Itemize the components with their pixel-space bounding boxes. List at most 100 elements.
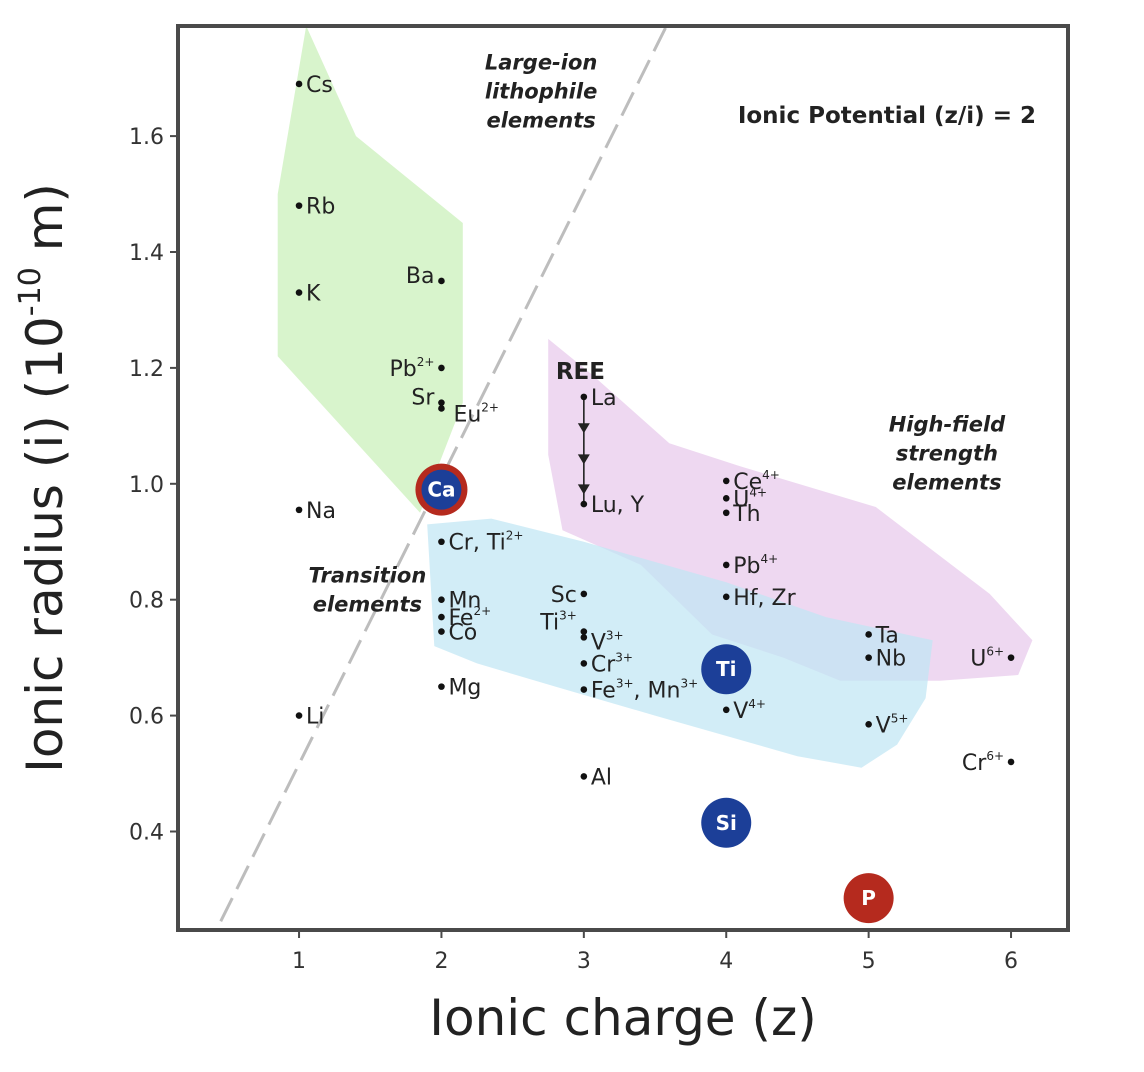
point-label: U6+ [970,645,1004,672]
element-group-regions [277,26,1033,768]
point-label-charge: 4+ [748,697,766,711]
group-label-line: elements [486,108,595,132]
x-tick-label: 5 [862,949,876,974]
ree-arrow-head [577,423,590,434]
data-point [865,631,872,638]
point-label: Li [306,705,324,730]
data-point [1007,654,1015,661]
point-label: Co [448,621,477,646]
data-point [438,538,445,546]
data-point [865,720,872,728]
point-label: Pb2+ [390,355,435,382]
group-label-line: elements [892,471,1001,495]
point-label-charge: 4+ [749,485,767,499]
point-label: Sc [551,583,577,608]
point-label: Cr6+ [962,749,1004,776]
point-label-name: Ta [875,623,899,648]
point-label-name: Ce [733,470,762,495]
region-high-field-strength [548,338,1033,681]
point-label-name: Li [306,705,324,730]
data-point [438,399,445,406]
data-point [580,634,588,641]
y-axis-label-main: Ionic radius (i) (10 [16,316,74,773]
ree-arrow [577,396,590,505]
data-point [1007,758,1015,766]
group-labels: Large-ion lithophile elements High-field str… [308,50,1006,616]
point-label-name: Fe [591,679,616,704]
point-label-name: U [970,647,986,672]
point-label-charge: 2+ [473,604,491,618]
point-label-charge: 4+ [762,468,780,482]
group-label-line: lithophile [485,79,597,103]
highlight-label: Ti [716,657,737,681]
data-point [295,80,303,88]
point-label: Na [306,499,336,524]
point-label-name: Lu, Y [591,493,645,518]
point-label-charge: 5+ [891,711,909,725]
data-point [295,506,303,514]
y-tick-label: 1.4 [129,241,164,266]
group-label-line: elements [313,592,422,616]
point-label: Cs [306,73,333,98]
data-point [580,686,588,693]
axis-ticks: 1 2 3 4 5 6 0.4 0.6 0.8 1.0 1.2 1.4 1.6 [129,125,1018,974]
group-label-line: High-field [889,413,1006,437]
point-label: Pb4+ [733,552,778,579]
highlight-circle [843,873,894,924]
point-label: Lu, Y [591,493,645,518]
highlighted-ions: Ca Ti Si P [415,463,894,924]
data-point [722,561,730,569]
data-point [295,289,303,296]
data-point [438,613,445,621]
data-point [438,628,445,635]
group-label: Large-ion lithophile elements [485,50,597,132]
point-label: U4+ [733,485,767,512]
point-label-charge: 3+ [615,650,633,664]
highlight-circle [701,797,752,848]
point-label-charge: 2+ [481,400,499,414]
point-label-name: Rb [306,195,335,220]
point-label-name: Ba [406,264,435,289]
point-label: K [306,282,321,307]
group-label-line: strength [896,442,998,466]
highlight-label: Ca [427,478,455,502]
data-point [580,773,588,780]
region-transition [427,518,933,768]
point-label-charge: 6+ [986,645,1004,659]
point-label: Ba [406,264,435,289]
data-point [580,393,588,401]
point-label-charge: 3+ [606,628,624,642]
point-label-name: Cr [962,751,987,776]
group-label: Transition elements [308,563,426,616]
ionic-potential-annotation: Ionic Potential (z/i) = 2 [738,103,1036,129]
point-label-charge: 3+ [616,677,634,691]
point-label: Cr3+ [591,650,633,677]
point-label-name: Hf, Zr [733,586,796,611]
point-label: Ce4+ [733,468,780,495]
point-label: Ti3+ [539,609,577,636]
y-axis-label: Ionic radius (i) (10-10 m) [13,183,74,773]
y-axis-label-end: m) [16,183,74,267]
point-label: Mg [448,676,481,701]
data-point [722,494,730,502]
point-label-spacer: , Mn [634,679,681,704]
region-large-ion-lithophile [277,26,463,513]
point-label-name: U [733,487,749,512]
point-label: V5+ [876,711,909,738]
x-tick-label: 2 [434,949,448,974]
point-label: V3+ [591,628,624,655]
point-label: Rb [306,195,335,220]
point-label-name: Cr, Ti [448,531,505,556]
point-label-name: Ti [539,611,559,636]
point-label-name: Co [448,621,477,646]
data-point [722,593,730,601]
data-point [580,628,588,635]
point-label-name: Sc [551,583,577,608]
point-label-name: Cr [591,652,616,677]
y-tick-label: 1.0 [129,473,164,498]
point-label-name: Mn [448,589,481,614]
point-label-name: Cs [306,73,333,98]
ree-arrow-head [577,484,590,495]
